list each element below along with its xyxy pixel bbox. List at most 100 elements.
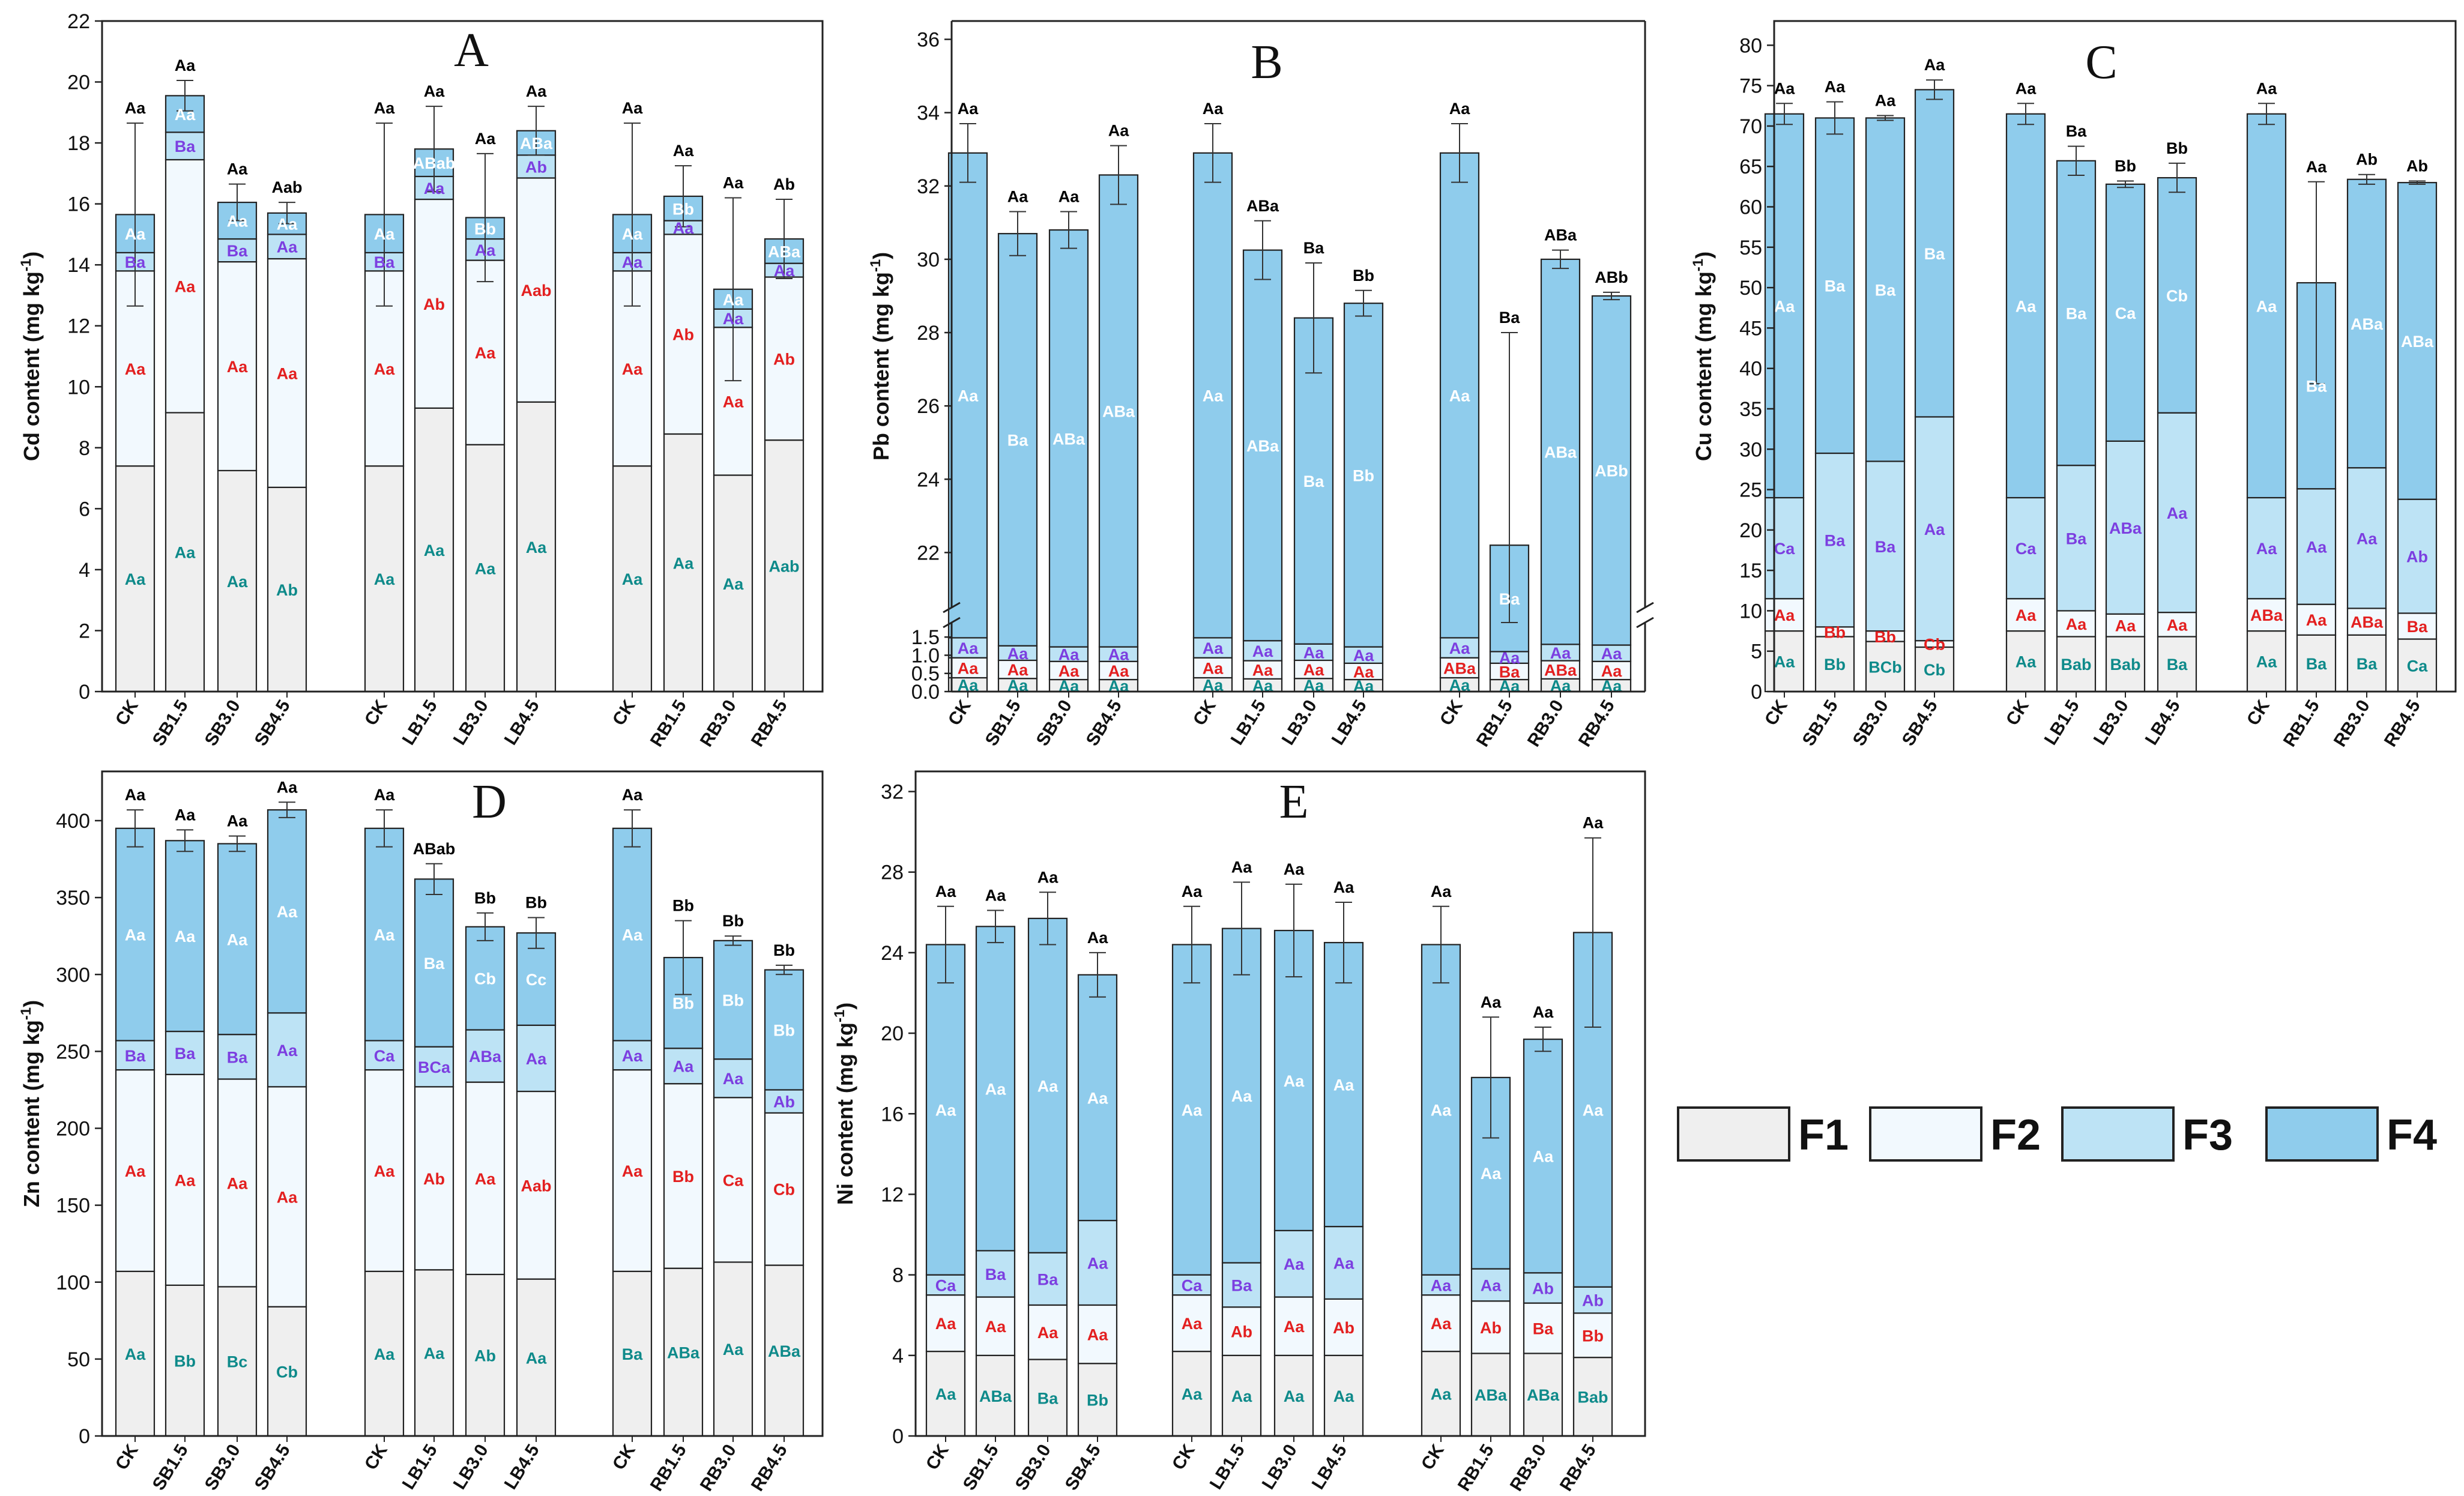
sig-f2-label: Aa: [2306, 611, 2327, 629]
bar-segment-f2: [1540, 660, 1581, 680]
sig-f4-label: Ba: [1875, 281, 1896, 299]
bar-segment-f3: [925, 1274, 966, 1296]
sig-f2-label: Ba: [2407, 618, 2428, 636]
sig-total-label: Ab: [2356, 151, 2378, 169]
legend-label: F4: [2387, 1111, 2437, 1159]
sig-f3-label: Aa: [2357, 529, 2378, 547]
y-tick-label: 24: [881, 942, 904, 965]
y-tick-label: 0.0: [911, 681, 940, 704]
bar-group-8: Aa Aa Ab Aa Aa: [1323, 878, 1364, 1437]
bar-segment-f1: [2157, 636, 2197, 693]
panel-letter: E: [1279, 776, 1309, 828]
y-tick-label: 40: [1739, 358, 1762, 381]
y-tick-label: 14: [67, 254, 90, 277]
sig-total-label: Aa: [935, 882, 956, 900]
sig-f3-label: Aa: [1203, 639, 1224, 657]
bar-group-2: Aa Aa Aa Ba Aa: [165, 56, 205, 693]
sig-total-label: Aa: [1284, 860, 1305, 878]
sig-f3-label: Ca: [2016, 540, 2037, 558]
sig-f2-label: Aa: [227, 1174, 248, 1192]
sig-total-label: Bb: [2115, 157, 2136, 175]
bar-segment-f4: [947, 152, 988, 639]
sig-total-label: Aa: [1583, 814, 1604, 832]
bar-segment-f1: [267, 1306, 307, 1437]
bar-segment-f3: [1242, 640, 1283, 662]
sig-f1-label: Ab: [276, 581, 298, 599]
sig-f2-label: Aa: [475, 1170, 496, 1188]
bar-segment-f1: [612, 465, 653, 693]
sig-total-label: Ba: [1499, 309, 1520, 327]
y-tick-label: 200: [56, 1118, 90, 1141]
sig-f3-label: Ab: [1532, 1279, 1554, 1297]
sig-total-label: Ab: [2406, 157, 2428, 175]
bar-segment-f4: [1540, 258, 1581, 645]
y-tick-label: 24: [917, 468, 940, 491]
bar-segment-f1: [1421, 1351, 1461, 1437]
y-tick-label: 20: [1739, 519, 1762, 542]
bar-segment-f1: [1273, 1354, 1314, 1437]
bar-segment-f2: [2157, 612, 2197, 638]
sig-f3-label: Ab: [525, 158, 547, 176]
sig-f3-label: Aa: [958, 639, 979, 657]
bar-segment-f2: [217, 261, 258, 471]
bar-segment-f1: [115, 1270, 156, 1437]
sig-f4-label: Aa: [935, 1102, 956, 1120]
bar-group-2: Aa ABa Aa Ba Aa: [975, 886, 1016, 1437]
sig-f2-label: Aa: [374, 360, 395, 378]
sig-f2-label: Aa: [1058, 662, 1080, 680]
sig-f3-label: Ba: [1231, 1276, 1252, 1294]
bar-segment-f3: [2346, 467, 2387, 609]
sig-f3-label: Ba: [175, 137, 196, 155]
bar-group-9: Aa Aa ABa Aa Aa: [2246, 79, 2287, 693]
y-tick-label: 22: [917, 541, 940, 564]
legend: F1 F2 F3 F4: [1677, 1106, 2437, 1162]
sig-f2-label: Aa: [1252, 662, 1273, 680]
bar-segment-f2: [267, 1086, 307, 1307]
sig-f1-label: Ba: [1037, 1389, 1058, 1407]
sig-f3-label: Ca: [935, 1276, 956, 1294]
bar-group-3: Aa Aa Aa Ba Aa: [217, 160, 258, 693]
sig-f4-label: ABa: [1246, 437, 1279, 455]
bar-segment-f1: [2246, 630, 2287, 693]
sig-f1-label: Aa: [622, 570, 643, 588]
sig-f4-label: Aa: [958, 387, 979, 405]
y-tick-label: 1.5: [911, 626, 940, 649]
sig-f4-label: ABa: [520, 134, 553, 152]
sig-f3-label: Aa: [277, 1042, 298, 1060]
plot-frame: [101, 20, 824, 693]
y-tick-label: 22: [67, 10, 90, 33]
bar-segment-f1: [612, 1270, 653, 1437]
bar-segment-f4: [414, 878, 454, 1048]
bar-segment-f3: [1439, 637, 1480, 659]
sig-total-label: Aa: [1875, 91, 1896, 109]
bar-group-3: Aa Ba Aa Ba Aa: [1027, 868, 1068, 1437]
sig-total-label: Aa: [125, 99, 146, 117]
sig-f1-label: Aa: [1231, 1387, 1252, 1405]
sig-f2-label: Ab: [423, 1170, 445, 1188]
sig-f1-label: Bab: [2110, 656, 2140, 674]
y-tick-label: 25: [1739, 479, 1762, 502]
y-tick-label: 50: [67, 1348, 90, 1371]
sig-total-label: Bb: [773, 941, 795, 959]
sig-total-label: Aa: [1182, 882, 1203, 900]
bar-segment-f1: [925, 1351, 966, 1437]
sig-f3-label: Aa: [673, 1058, 694, 1076]
sig-f3-label: Aa: [622, 253, 643, 271]
sig-f3-label: Aa: [277, 238, 298, 256]
y-tick-label: 4: [79, 559, 90, 582]
sig-f1-label: ABa: [768, 1342, 801, 1360]
y-tick-label: 50: [1739, 277, 1762, 300]
sig-f4-label: Aa: [277, 216, 298, 234]
sig-f1-label: Aa: [424, 541, 445, 559]
sig-f4-label: Aa: [227, 213, 248, 231]
bar-segment-f2: [1293, 659, 1334, 680]
sig-f2-label: Ca: [723, 1171, 744, 1189]
sig-f1-label: Ba: [622, 1345, 643, 1363]
sig-total-label: Aa: [227, 812, 248, 830]
sig-total-label: Aa: [1431, 882, 1452, 900]
bar-segment-f3: [1192, 637, 1233, 659]
sig-f4-label: ABa: [1052, 430, 1086, 448]
